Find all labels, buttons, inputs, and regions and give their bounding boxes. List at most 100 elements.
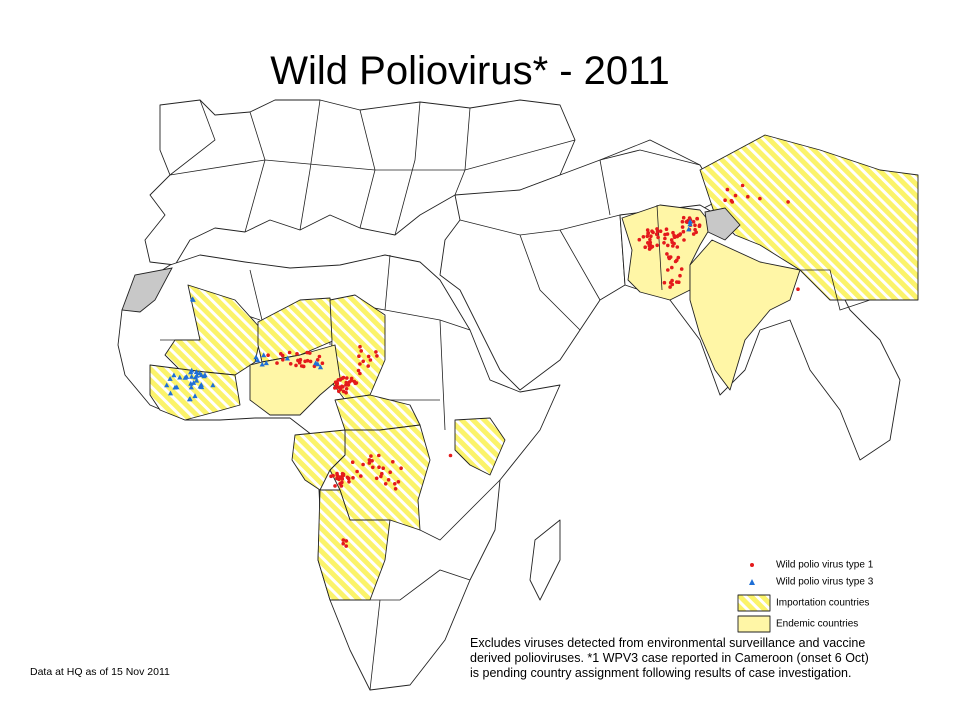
wpv1-case <box>375 354 379 358</box>
wpv1-case <box>367 458 372 462</box>
wpv1-case <box>295 352 299 356</box>
wpv1-case <box>366 364 371 368</box>
wpv1-case <box>672 241 676 246</box>
wpv1-case <box>369 454 373 458</box>
wpv1-case <box>671 230 675 235</box>
wpv1-case <box>333 484 337 488</box>
footnote: Excludes viruses detected from environme… <box>470 636 869 680</box>
wpv1-case <box>796 287 800 292</box>
wpv1-case <box>299 364 304 368</box>
wpv3-case <box>259 361 265 367</box>
wpv1-case <box>695 216 699 221</box>
wpv1-case <box>294 363 298 368</box>
wpv1-case <box>678 232 683 236</box>
wpv1-case <box>379 474 383 479</box>
wpv3-case <box>177 374 183 380</box>
me-borders <box>459 159 621 331</box>
wpv3-case <box>263 360 269 366</box>
legend-symbol <box>749 579 755 585</box>
wpv3-case <box>172 384 178 390</box>
wpv1-case <box>396 480 401 484</box>
legend-label: Wild polio virus type 3 <box>776 577 874 588</box>
wpv1-case <box>645 234 650 239</box>
wpv1-case <box>676 255 681 260</box>
wpv3-case <box>194 373 200 378</box>
wpv1-case <box>388 470 393 475</box>
wpv1-case <box>758 196 762 201</box>
wpv1-case <box>317 354 322 359</box>
wpv1-case <box>341 538 346 542</box>
wpv1-case <box>351 476 355 480</box>
wpv1-case <box>275 361 279 365</box>
wpv1-case <box>675 245 680 249</box>
wpv3-case <box>202 372 208 378</box>
wpv3-case <box>194 377 200 383</box>
wpv1-case <box>297 360 302 364</box>
wpv1-case <box>358 362 362 366</box>
wpv1-case <box>368 358 373 362</box>
wpv1-case <box>693 227 697 232</box>
wpv1-case <box>383 482 388 486</box>
wpv1-case <box>786 200 790 204</box>
wpv3-case <box>189 374 195 379</box>
wpv1-case <box>651 230 655 235</box>
wpv1-case <box>391 460 395 464</box>
wpv1-case <box>670 265 674 270</box>
wpv1-case <box>655 243 659 248</box>
wpv1-case <box>305 350 310 355</box>
footnote-line: Excludes viruses detected from environme… <box>470 636 865 650</box>
wpv1-case <box>308 359 313 364</box>
wpv1-case <box>266 353 270 358</box>
wpv1-case <box>281 358 285 362</box>
angola <box>317 489 391 601</box>
legend-label: Endemic countries <box>776 619 858 630</box>
wpv1-case <box>374 350 378 354</box>
wpv1-case <box>386 478 391 482</box>
wpv1-case <box>645 228 650 232</box>
wpv1-case <box>655 227 659 231</box>
wpv1-case <box>746 194 750 199</box>
wpv1-case <box>312 364 317 369</box>
wpv1-case <box>675 280 679 284</box>
wpv1-case <box>648 237 652 242</box>
wpv3-case <box>193 369 199 375</box>
wpv1-case <box>366 354 371 359</box>
wpv1-case <box>340 376 345 381</box>
wpv1-case <box>637 237 642 242</box>
congo <box>291 429 346 491</box>
wpv1-case <box>335 476 339 481</box>
wpv3-case <box>199 384 205 390</box>
wpv1-case <box>288 362 293 366</box>
wpv1-case <box>665 232 670 236</box>
wpv3-case <box>188 380 194 386</box>
footnote-line: is pending country assignment following … <box>470 666 851 680</box>
wpv1-case <box>350 460 355 465</box>
wpv1-case <box>341 385 345 389</box>
wpv1-case <box>341 473 346 478</box>
madagascar <box>529 519 561 601</box>
wpv1-case <box>337 389 341 394</box>
wpv1-case <box>670 278 674 283</box>
wpv3-case <box>284 355 290 361</box>
wpv3-case <box>167 376 173 381</box>
legend-swatch <box>737 594 771 612</box>
wpv1-case <box>723 198 727 202</box>
wpv1-case <box>643 245 647 249</box>
wpv1-case <box>359 349 364 353</box>
wpv1-case <box>682 238 686 242</box>
wpv1-case <box>335 385 340 389</box>
wpv3-case <box>192 393 198 399</box>
legend-label: Wild polio virus type 1 <box>776 560 874 571</box>
wpv3-case <box>184 374 190 379</box>
wpv3-case <box>186 396 193 402</box>
wpv1-case <box>344 539 349 543</box>
wpv1-case <box>680 225 685 229</box>
kenya <box>454 417 506 476</box>
wpv1-case <box>725 187 730 192</box>
asia-borders <box>599 139 871 311</box>
data-note: Data at HQ as of 15 Nov 2011 <box>30 666 170 678</box>
wpv1-case <box>341 541 346 546</box>
wpv1-case <box>347 380 352 384</box>
wpv3-case <box>167 390 174 396</box>
